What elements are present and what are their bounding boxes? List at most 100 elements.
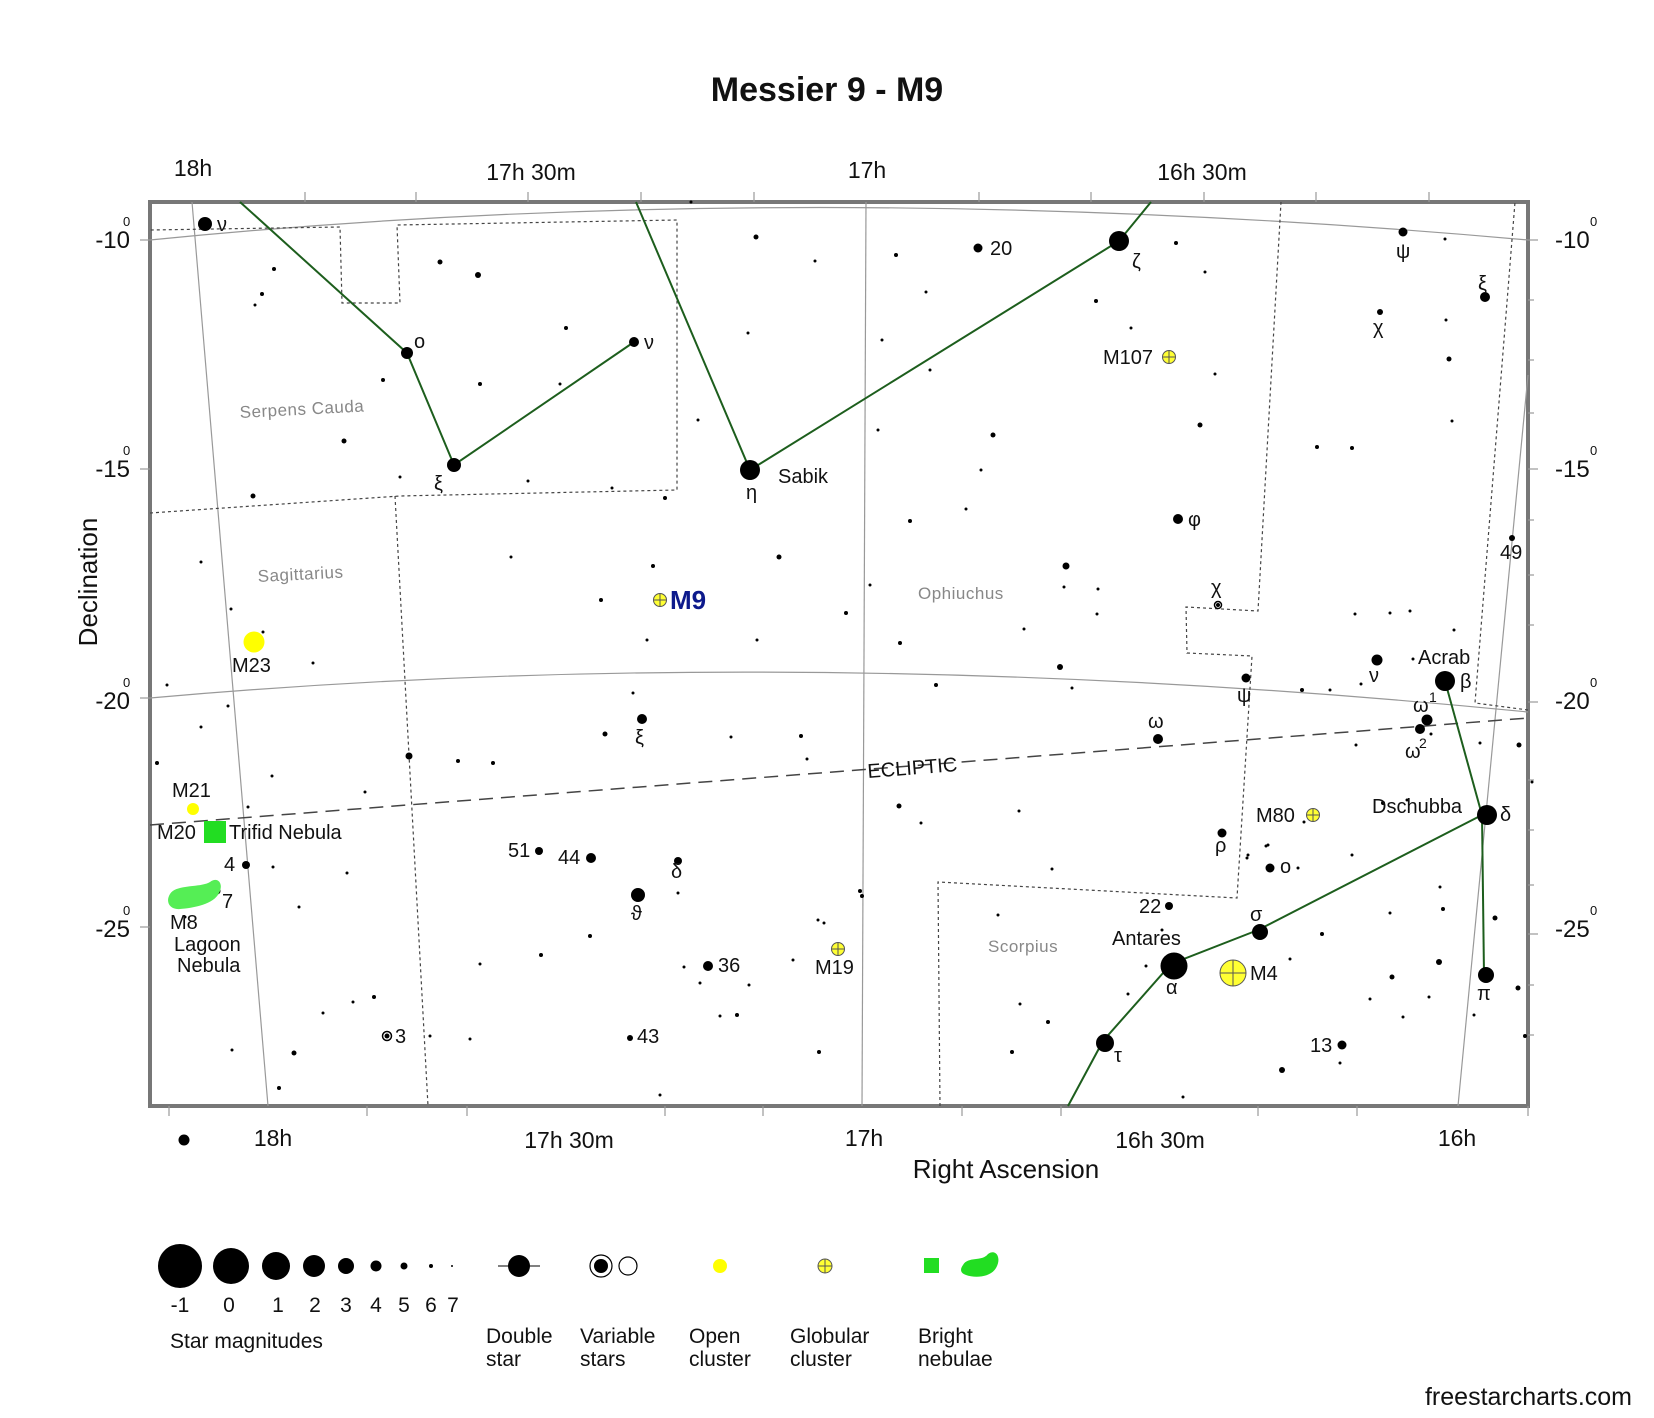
star-label: π (1477, 983, 1491, 1005)
dec-tick-sup: 0 (1590, 903, 1597, 918)
object-label-m107: M107 (1103, 347, 1153, 369)
object-label-trifid: Trifid Nebula (229, 822, 343, 844)
legend-open-cluster-label: Open (689, 1325, 740, 1348)
star-label: δ (671, 861, 682, 883)
legend-double-star-label: Double (486, 1325, 553, 1348)
legend-open-cluster-symbol (713, 1259, 727, 1273)
dec-tick-left: -15 (95, 456, 130, 483)
globular-cluster-m4 (1219, 959, 1247, 987)
legend-nebulae-label: nebulae (918, 1348, 993, 1371)
star-label: 51 (508, 840, 530, 862)
legend-mag: 5 (398, 1294, 410, 1317)
target-label-m9: M9 (670, 585, 706, 615)
dec-tick-sup: 0 (1590, 443, 1597, 458)
constellation-serpens-cauda: Serpens Cauda (239, 396, 365, 421)
star-label: ϑ (631, 903, 642, 925)
star-label-acrab: Acrab (1418, 647, 1470, 669)
legend-double-star-label: star (486, 1348, 521, 1371)
x-axis-title: Right Ascension (913, 1154, 1099, 1184)
map-grid (149, 201, 1529, 1107)
chart-title: Messier 9 - M9 (711, 71, 943, 109)
open-cluster-m23 (243, 631, 265, 653)
object-label-nebula: Nebula (177, 955, 241, 977)
axis-ticks (140, 192, 1538, 1116)
nebula-m8 (168, 879, 221, 910)
legend-mag: 7 (447, 1294, 459, 1317)
globular-cluster-m19 (831, 942, 845, 956)
ra-tick-bottom: 17h (845, 1125, 883, 1151)
dec-tick-sup: 0 (123, 443, 130, 458)
star-label-sup: 2 (1419, 735, 1427, 751)
legend-mag: 1 (272, 1294, 284, 1317)
star-label: ξ (1478, 273, 1487, 295)
legend-mag: 3 (340, 1294, 352, 1317)
star-label: ω (1148, 711, 1164, 733)
legend-variable-stars-label: Variable (580, 1325, 656, 1348)
star-label: χ (1211, 577, 1222, 599)
star-label: ν (644, 332, 654, 354)
star-label: 7 (222, 891, 233, 913)
dec-tick-sup: 0 (1590, 214, 1597, 229)
star-label: δ (1500, 804, 1511, 826)
ra-tick-top: 16h 30m (1157, 159, 1247, 185)
star-label-sup: 1 (1429, 689, 1437, 705)
legend-variable-star-symbol (589, 1254, 638, 1278)
star-label: 13 (1310, 1035, 1332, 1057)
dec-tick-left: -25 (95, 916, 130, 943)
star-label: ν (1369, 665, 1379, 687)
ra-tick-top: 18h (174, 155, 212, 181)
legend-globular-cluster-label: cluster (790, 1348, 852, 1371)
star-label: ω (1405, 741, 1421, 763)
dec-tick-sup: 0 (1590, 675, 1597, 690)
dec-tick-sup: 0 (123, 903, 130, 918)
star-label: 49 (1500, 542, 1522, 564)
object-label-m4: M4 (1250, 963, 1278, 985)
star-label-sabik: Sabik (778, 466, 829, 488)
legend-mag: 0 (223, 1294, 235, 1317)
star-label: 4 (224, 854, 235, 876)
star-label: ο (414, 331, 425, 353)
ra-tick-bottom: 18h (254, 1125, 292, 1151)
constellation-boundaries (149, 201, 1529, 1107)
legend-mag: 2 (309, 1294, 321, 1317)
dec-tick-right: -10 (1555, 227, 1590, 254)
object-label-m8: M8 (170, 912, 198, 934)
object-labels: M23 M21 M20 Trifid Nebula M8 Lagoon Nebu… (157, 655, 343, 977)
legend-nebula-square-symbol (924, 1258, 939, 1273)
object-label-m21: M21 (172, 780, 211, 802)
star-label-dschubba: Dschubba (1372, 796, 1463, 818)
star-label: σ (1250, 904, 1263, 926)
open-cluster-m21 (187, 803, 199, 815)
star-label: τ (1114, 1045, 1122, 1067)
star-label: ψ (1237, 685, 1251, 707)
credit-text[interactable]: freestarcharts.com (1425, 1383, 1632, 1411)
star-label: ρ (1215, 835, 1226, 857)
globular-cluster-m107 (1162, 350, 1176, 364)
star-label: ξ (635, 727, 644, 749)
dec-tick-sup: 0 (123, 675, 130, 690)
ra-tick-top: 17h 30m (486, 159, 576, 185)
object-label-lagoon: Lagoon (174, 934, 241, 956)
star-label: ν (217, 214, 227, 236)
dec-tick-right: -15 (1555, 456, 1590, 483)
legend-nebulae-label: Bright (918, 1325, 973, 1348)
ra-tick-bottom: 16h 30m (1115, 1127, 1205, 1153)
star-label: 3 (395, 1026, 406, 1048)
star-labels: ν ο ν ξ η Sabik ζ 20 M107 ψ χ ξ φ χ 49 ν… (217, 214, 1522, 1067)
dec-tick-left: -10 (95, 227, 130, 254)
y-axis-title: Declination (73, 518, 103, 647)
map-frame (148, 200, 1530, 1108)
star-label: ο (1280, 856, 1291, 878)
legend-variable-stars-label: stars (580, 1348, 626, 1371)
object-label-m19: M19 (815, 957, 854, 979)
star-label: φ (1188, 509, 1201, 531)
star-label: α (1166, 977, 1178, 999)
legend-magnitude-labels: -1 0 1 2 3 4 5 6 7 (171, 1294, 459, 1317)
legend-globular-cluster-label: Globular (790, 1325, 869, 1348)
constellation-lines (239, 201, 1485, 1107)
legend-mag: 6 (425, 1294, 437, 1317)
dec-tick-right: -20 (1555, 688, 1590, 715)
constellation-sagittarius: Sagittarius (257, 563, 344, 586)
globular-cluster-m80 (1306, 808, 1320, 822)
object-label-m20: M20 (157, 822, 196, 844)
